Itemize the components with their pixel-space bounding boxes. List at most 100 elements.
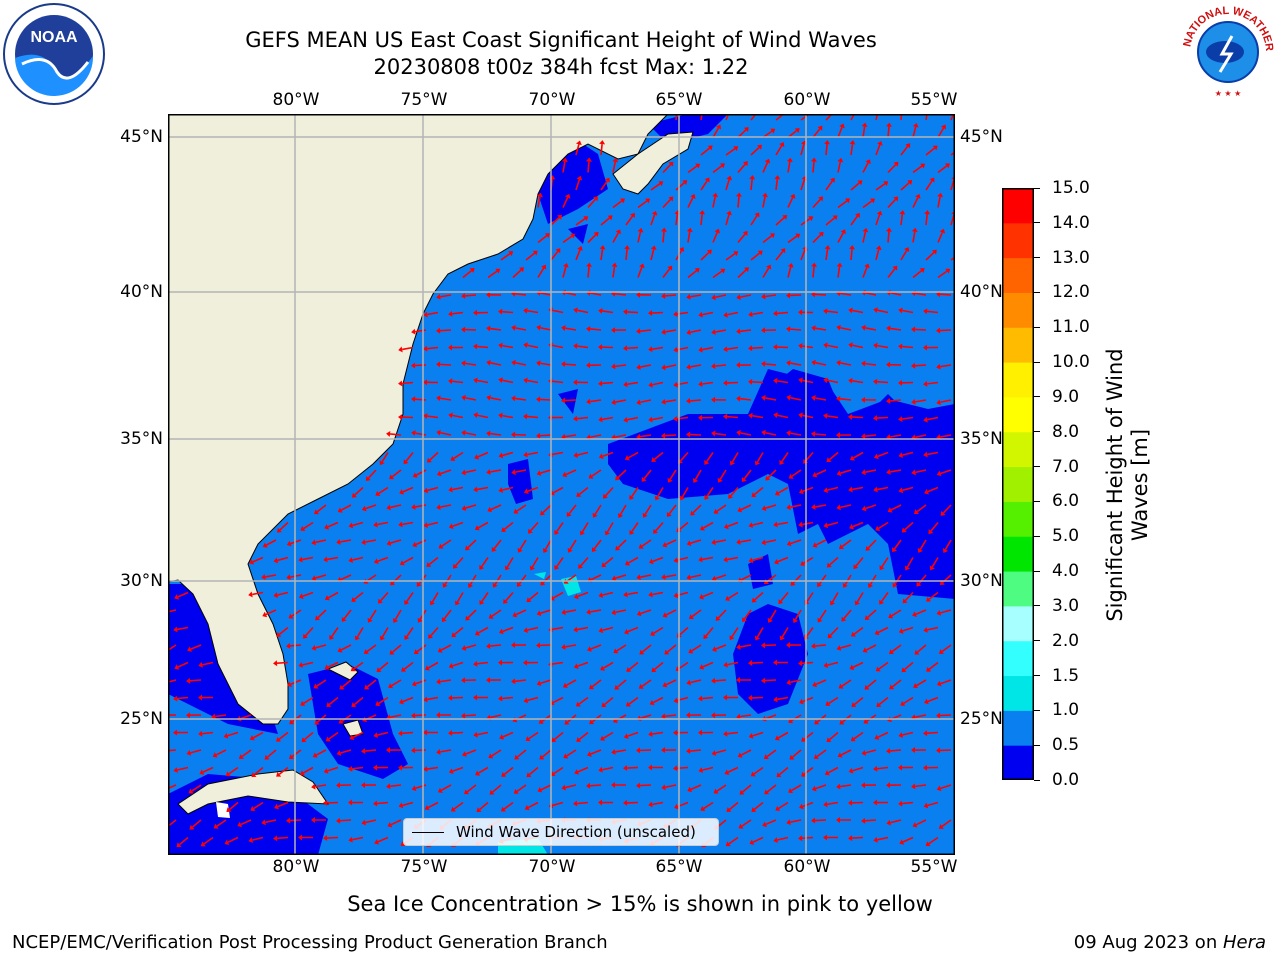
wind-wave-arrow-head [861, 817, 866, 824]
wind-wave-arrow [843, 609, 852, 620]
wind-wave-arrow-head [612, 157, 619, 163]
wind-wave-arrow [525, 252, 536, 261]
wind-wave-arrow-head [863, 718, 869, 724]
colorbar-segment [1002, 536, 1034, 572]
wind-wave-arrow-head [348, 836, 353, 843]
wind-wave-arrow [552, 486, 564, 494]
wind-wave-arrow [939, 329, 952, 332]
wind-wave-arrow-head [673, 311, 678, 318]
wind-wave-arrow-head [811, 359, 816, 366]
wind-wave-arrow-head [723, 523, 729, 530]
wind-wave-arrow [527, 626, 539, 631]
wind-wave-arrow-head [636, 782, 641, 789]
wind-wave-arrow [490, 362, 502, 366]
wind-wave-arrow-head [249, 559, 255, 565]
wind-wave-arrow [700, 180, 708, 191]
wind-wave-arrow [825, 248, 829, 261]
colorbar-tick-mark [1034, 709, 1040, 711]
wind-wave-arrow [503, 521, 514, 531]
wind-wave-arrow-head [448, 344, 453, 351]
wind-wave-arrow [390, 714, 402, 719]
wind-wave-arrow-head [848, 307, 853, 314]
wind-wave-arrow [875, 249, 880, 261]
wind-wave-arrow [940, 399, 952, 404]
wind-wave-arrow-head [925, 596, 931, 602]
wind-wave-arrow-head [611, 262, 618, 268]
wind-wave-arrow [940, 679, 952, 685]
wind-wave-arrow [941, 644, 952, 653]
wind-wave-arrow [880, 592, 889, 602]
wind-wave-arrow [514, 679, 527, 683]
wind-wave-arrow-head [648, 381, 653, 388]
wind-wave-arrow-head [748, 694, 753, 701]
wind-wave-arrow-head [888, 649, 894, 654]
wind-wave-arrow-head [898, 416, 903, 423]
wind-wave-arrow [390, 539, 402, 544]
wind-wave-arrow [665, 364, 677, 369]
wind-wave-arrow-head [349, 734, 355, 740]
wind-wave-arrow [176, 696, 189, 700]
wind-wave-arrow-head [726, 175, 733, 181]
wind-wave-arrow-head [848, 799, 853, 806]
wind-wave-arrow-head [351, 597, 357, 602]
wind-wave-arrow-head [351, 492, 357, 498]
wind-wave-arrow-head [690, 194, 696, 199]
wind-wave-arrow [827, 486, 839, 491]
wind-wave-arrow [930, 521, 939, 532]
wind-wave-arrow [428, 556, 439, 566]
wind-wave-arrow [762, 162, 769, 173]
wind-wave-arrow [540, 679, 552, 685]
wind-wave-arrow-head [348, 557, 353, 563]
wind-wave-arrow [875, 144, 881, 156]
wind-wave-arrow [552, 696, 564, 704]
wind-wave-arrow-head [861, 469, 866, 476]
wind-wave-arrow-head [848, 767, 854, 774]
lon-label-top-75w: 75°W [400, 90, 448, 110]
wind-wave-arrow-head [865, 159, 871, 165]
wind-wave-arrow [265, 609, 277, 616]
wind-wave-arrow [550, 250, 559, 261]
wind-wave-arrow-head [511, 395, 516, 402]
wind-wave-arrow-head [748, 557, 754, 564]
wind-wave-arrow-head [274, 803, 279, 810]
wind-wave-arrow [481, 557, 489, 568]
wind-wave-arrow-head [173, 729, 178, 736]
wind-wave-arrow [628, 661, 639, 670]
wind-wave-arrow-head [607, 215, 613, 221]
wind-wave-arrow-head [723, 694, 728, 701]
wind-wave-arrow-head [412, 541, 418, 548]
wind-wave-arrow [331, 627, 339, 638]
wind-wave-arrow [715, 294, 727, 299]
wind-wave-arrow [652, 556, 664, 563]
lon-label-top-55w: 55°W [910, 90, 958, 110]
wind-wave-arrow-head [473, 486, 478, 493]
wind-wave-arrow-head [375, 490, 381, 496]
wind-wave-arrow-head [398, 521, 403, 528]
wind-wave-arrow-head [698, 556, 703, 563]
wind-wave-arrow-head [673, 729, 678, 736]
colorbar-tick-mark [1034, 431, 1040, 433]
wind-wave-arrow [840, 362, 852, 366]
wind-wave-arrow-head [398, 414, 403, 421]
wind-wave-arrow [376, 801, 389, 805]
wind-wave-arrow-head [474, 454, 480, 460]
wind-wave-arrow [327, 766, 339, 772]
wind-wave-arrow [939, 714, 952, 717]
wind-wave-arrow [600, 217, 610, 226]
wind-wave-arrow [589, 784, 602, 787]
wind-wave-arrow-head [911, 747, 916, 754]
colorbar-segment [1002, 327, 1034, 363]
wind-wave-arrow-head [373, 558, 379, 565]
wind-wave-arrow-head [738, 823, 744, 829]
wind-wave-arrow [778, 731, 789, 739]
wind-wave-arrow-head [911, 326, 916, 333]
colorbar-tick-label: 6.0 [1052, 491, 1080, 512]
wind-wave-arrow-head [898, 732, 903, 738]
wind-wave-arrow-head [711, 677, 716, 684]
wind-wave-arrow-head [311, 817, 316, 824]
wind-wave-arrow [637, 266, 643, 278]
wind-wave-arrow-head [636, 747, 641, 754]
wind-wave-arrow [577, 766, 589, 773]
wind-wave-arrow [925, 251, 935, 261]
wind-wave-arrow-head [839, 123, 845, 129]
